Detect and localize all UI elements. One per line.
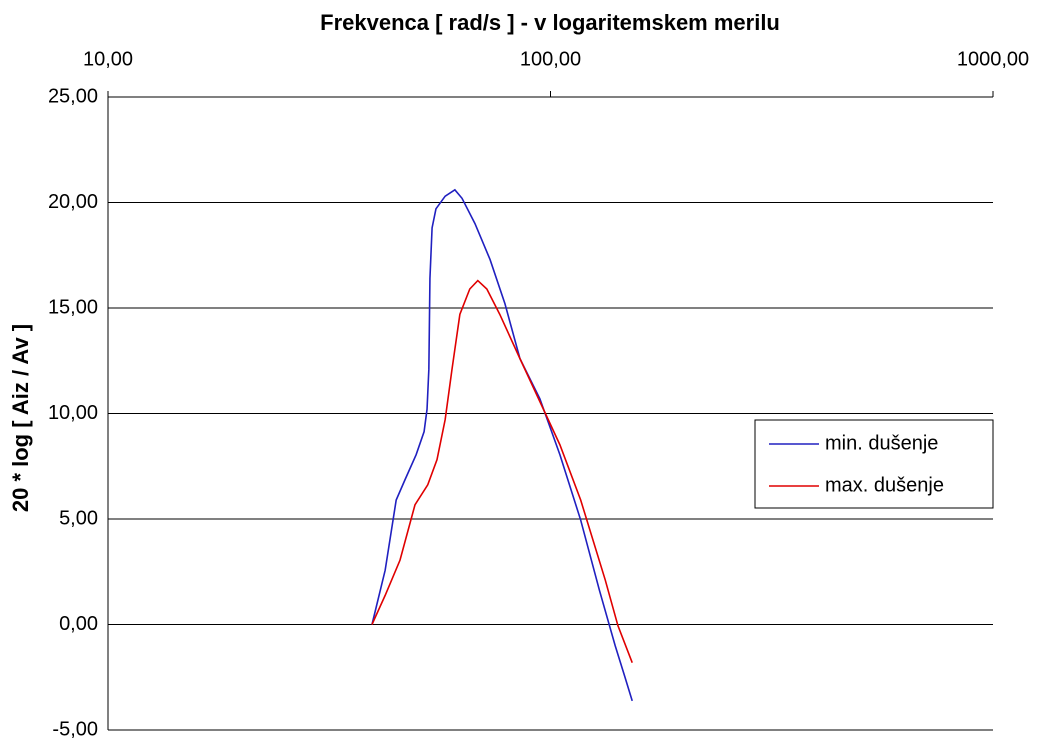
legend [754, 419, 994, 509]
y-tick-label: 15,00 [48, 296, 98, 318]
y-tick-label: 5,00 [59, 507, 98, 529]
legend-label: min. dušenje [825, 432, 938, 454]
x-tick-label: 1000,00 [957, 48, 1029, 70]
y-axis-label: 20 * log [ Aiz / Av ] [8, 324, 33, 512]
x-tick-label: 10,00 [83, 48, 133, 70]
y-tick-label: 10,00 [48, 402, 98, 424]
y-tick-label: -5,00 [52, 718, 98, 740]
legend-label: max. dušenje [825, 474, 944, 496]
y-tick-label: 0,00 [59, 613, 98, 635]
line-series [371, 188, 633, 702]
line-series [371, 279, 633, 663]
y-tick-label: 25,00 [48, 85, 98, 107]
y-tick-label: 20,00 [48, 191, 98, 213]
x-tick-label: 100,00 [520, 48, 581, 70]
chart-title: Frekvenca [ rad/s ] - v logaritemskem me… [320, 10, 780, 35]
